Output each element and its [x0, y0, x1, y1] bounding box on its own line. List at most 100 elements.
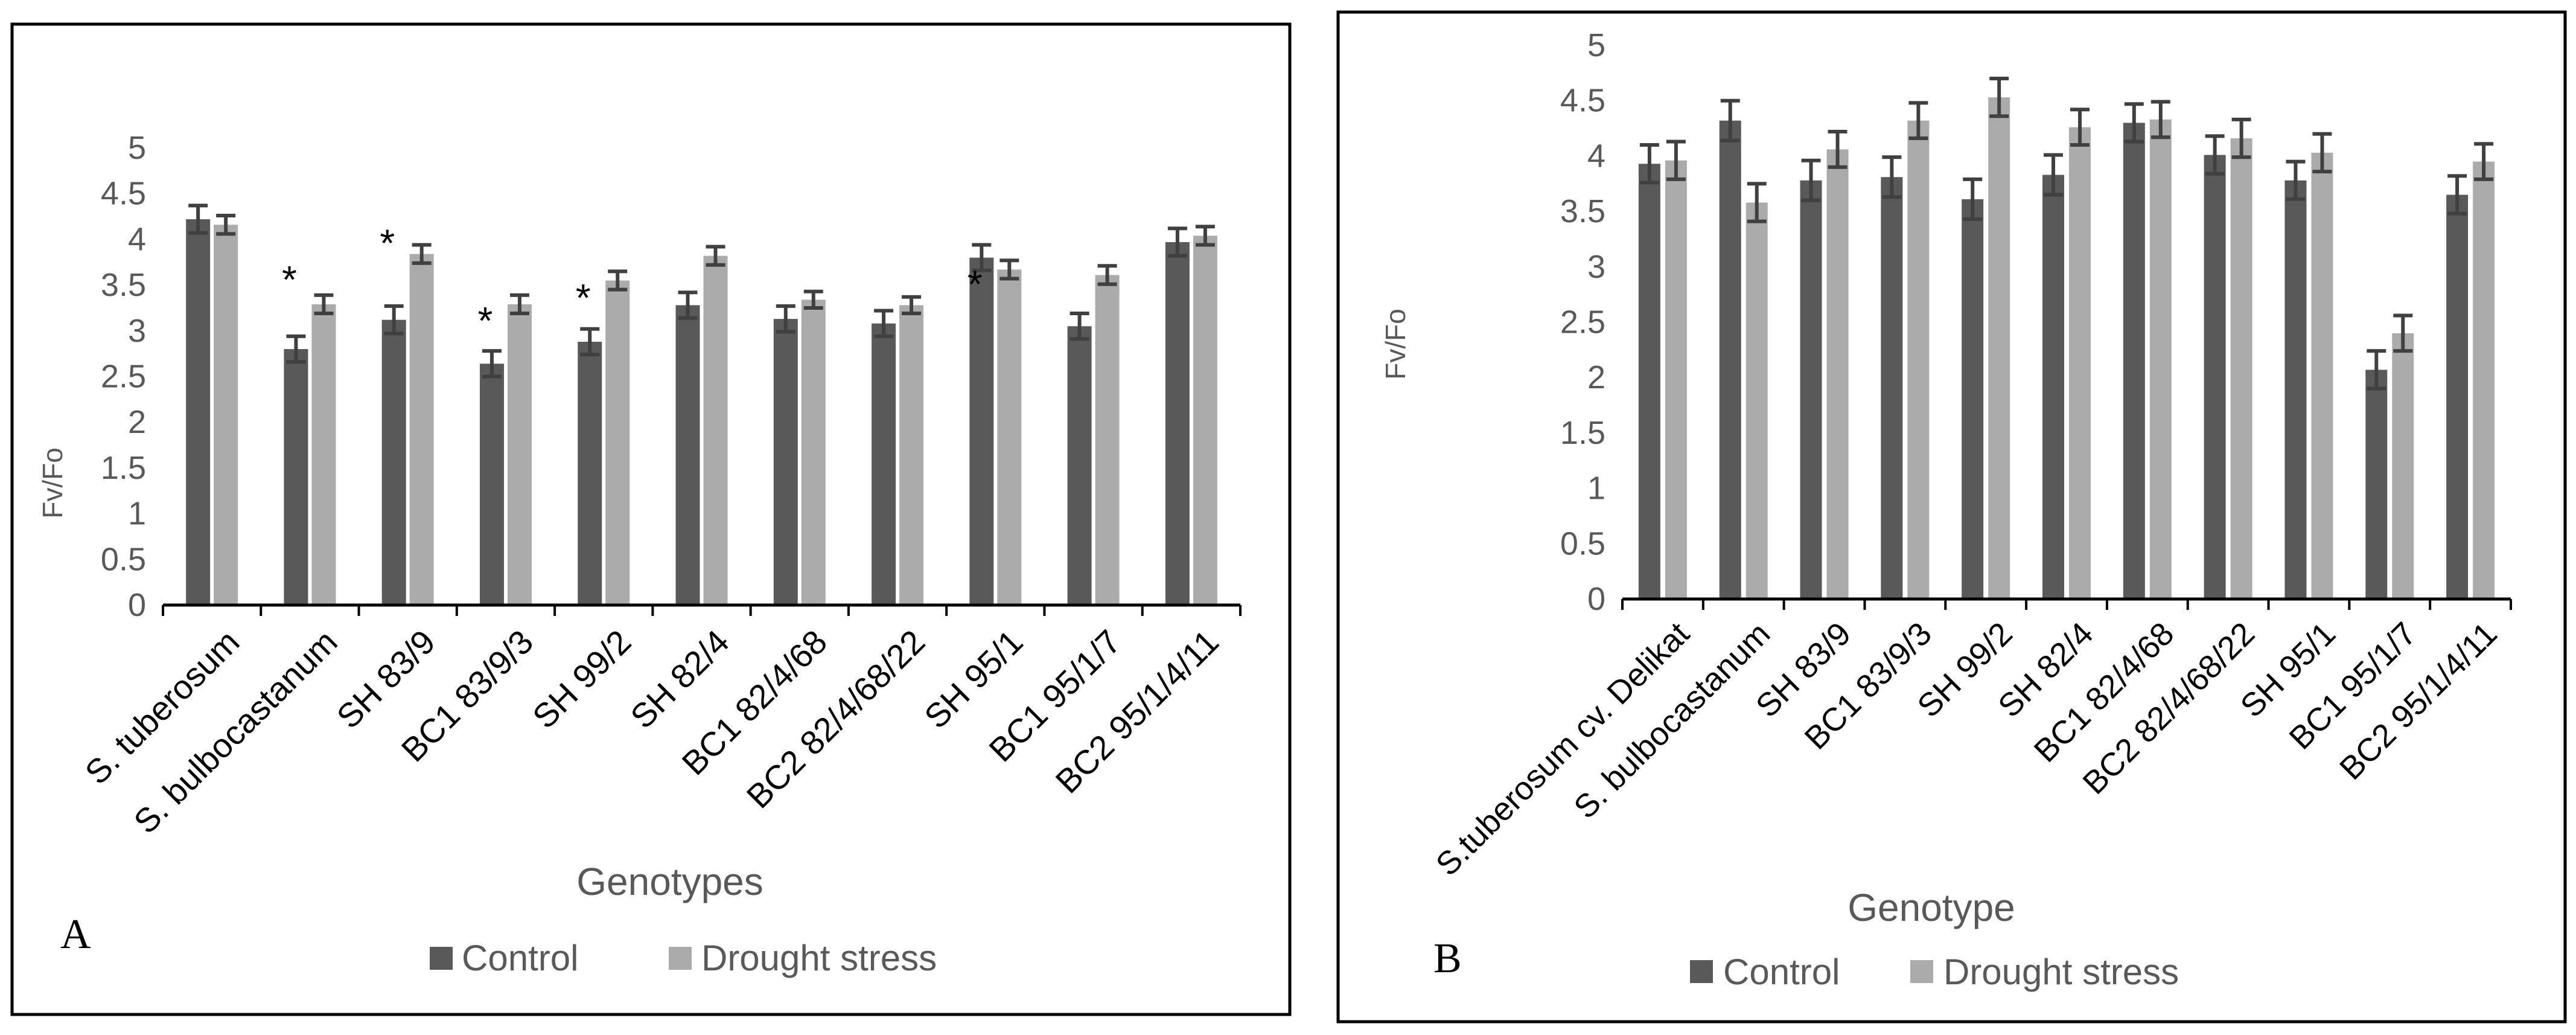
- bar-drought-stress: [2149, 119, 2172, 600]
- y-tick-label: 0.5: [101, 541, 146, 577]
- y-tick-label: 1: [128, 496, 146, 532]
- bar-drought-stress: [1193, 236, 1217, 605]
- panel-b-letter: B: [1433, 935, 1462, 982]
- panel-a-error-bars: [188, 203, 1215, 379]
- error-bar: [1747, 182, 1767, 223]
- panel-a-axes: [162, 603, 1242, 616]
- error-bar: [286, 334, 306, 364]
- panel-b-error-bars: [1639, 77, 2494, 391]
- y-tick-label: 1.5: [101, 450, 146, 486]
- bar-control: [2204, 155, 2226, 599]
- bar-control: [1165, 242, 1190, 605]
- bar-control: [2446, 194, 2469, 600]
- legend-swatch-control: [430, 947, 453, 970]
- panel-b-x-axis-label: Genotype: [1848, 886, 2015, 929]
- error-bar: [1167, 226, 1187, 258]
- significance-star: *: [380, 221, 395, 264]
- error-bar: [902, 295, 922, 316]
- error-bar: [803, 289, 823, 310]
- bar-drought-stress: [2473, 161, 2495, 599]
- bar-control: [1800, 180, 1822, 599]
- error-bar: [874, 309, 894, 338]
- bar-control: [2042, 175, 2064, 599]
- error-bar: [482, 349, 502, 379]
- error-bar: [1963, 177, 1983, 221]
- panel-a-y-axis-label: Fv/Fo: [37, 447, 68, 519]
- bar-drought-stress: [2069, 127, 2091, 599]
- error-bar: [972, 243, 992, 272]
- bar-drought-stress: [1826, 149, 1849, 599]
- bar-control: [2365, 370, 2388, 599]
- y-tick-label: 4: [128, 221, 146, 257]
- legend-swatch-control: [1690, 960, 1713, 983]
- y-tick-label: 3.5: [1560, 193, 1605, 229]
- error-bar: [188, 203, 208, 235]
- error-bar: [2044, 153, 2063, 197]
- error-bar: [2286, 159, 2306, 201]
- bar-drought-stress: [1095, 275, 1120, 605]
- error-bar: [608, 269, 628, 292]
- bar-control: [1638, 164, 1660, 599]
- error-bar: [580, 327, 600, 357]
- error-bar: [2312, 132, 2332, 174]
- error-bar: [2474, 142, 2494, 181]
- error-bar: [2231, 117, 2251, 159]
- y-tick-label: 4.5: [101, 176, 146, 212]
- error-bar: [2070, 107, 2090, 147]
- bar-drought-stress: [507, 304, 532, 605]
- error-bar: [1720, 98, 1740, 143]
- panel-b-frame: [1336, 10, 2567, 1024]
- panel-a-bars: [186, 219, 1217, 606]
- error-bar: [999, 258, 1019, 281]
- bar-control: [2123, 123, 2145, 599]
- error-bar: [412, 243, 432, 265]
- legend-swatch-drought-stress: [1910, 960, 1933, 983]
- error-bar: [1882, 155, 1902, 199]
- error-bar: [1639, 143, 1659, 185]
- bar-control: [578, 341, 602, 605]
- legend-swatch-drought-stress: [669, 947, 692, 970]
- panel-a-legend: Control Drought stress: [430, 938, 937, 978]
- y-tick-label: 0.5: [1560, 525, 1605, 562]
- bar-control: [1962, 199, 1984, 599]
- error-bar: [1097, 264, 1117, 286]
- y-tick-label: 1.5: [1560, 415, 1605, 451]
- y-tick-label: 3: [128, 313, 146, 349]
- error-bar: [509, 293, 529, 316]
- bar-control: [872, 323, 896, 605]
- panel-a-letter: A: [60, 911, 91, 958]
- y-tick-label: 2: [128, 404, 146, 440]
- bar-control: [1719, 120, 1741, 599]
- legend-label-drought-stress: Drought stress: [701, 938, 937, 978]
- bar-control: [479, 364, 504, 605]
- bar-control: [186, 219, 211, 605]
- bar-control: [1881, 177, 1903, 600]
- bar-control: [969, 257, 994, 605]
- error-bar: [384, 304, 404, 336]
- bar-drought-stress: [899, 305, 924, 605]
- bar-drought-stress: [605, 280, 630, 605]
- y-tick-label: 3.5: [101, 267, 146, 303]
- bar-drought-stress: [997, 269, 1022, 605]
- bar-drought-stress: [2392, 333, 2414, 599]
- bar-control: [675, 305, 700, 605]
- significance-star: *: [282, 258, 297, 301]
- panel-b-bars: [1638, 97, 2495, 600]
- bar-drought-stress: [1988, 97, 2010, 599]
- bar-control: [2284, 180, 2307, 599]
- error-bar: [2393, 313, 2413, 353]
- panel-b-axes: [1621, 597, 2512, 610]
- significance-star: *: [478, 299, 493, 342]
- legend-label-control: Control: [462, 938, 578, 978]
- bar-control: [381, 319, 406, 605]
- panel-b-legend: Control Drought stress: [1690, 952, 2179, 992]
- error-bar: [2367, 349, 2386, 391]
- y-tick-label: 0: [128, 587, 146, 623]
- bar-drought-stress: [214, 225, 238, 605]
- error-bar: [2447, 174, 2467, 216]
- bar-drought-stress: [1745, 202, 1768, 600]
- bar-control: [284, 349, 308, 605]
- error-bar: [314, 293, 334, 316]
- significance-star: *: [968, 263, 983, 306]
